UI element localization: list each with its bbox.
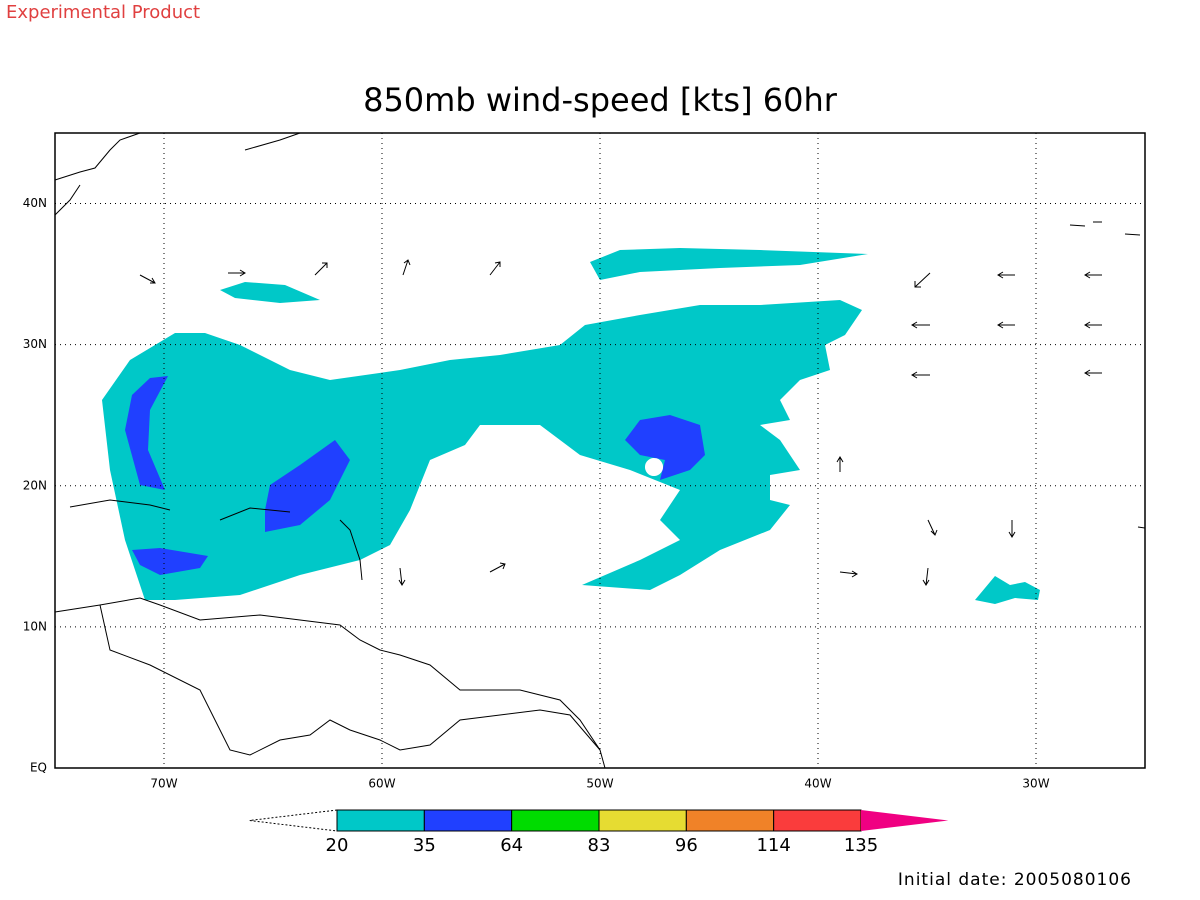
wind-arrow [1008, 520, 1016, 538]
wind-shade-cyan [220, 282, 320, 303]
wind-arrow [314, 262, 328, 276]
colorbar-label: 20 [326, 835, 349, 856]
wind-arrow [914, 272, 931, 288]
wind-shade-cyan [975, 576, 1040, 604]
wind-arrow [1084, 321, 1102, 329]
wind-arrow [1084, 271, 1102, 279]
wind-arrow [922, 567, 930, 586]
wind-shade-blue [265, 440, 350, 532]
wind-speed-shading [102, 248, 1040, 604]
wind-arrow [997, 321, 1015, 329]
wind-arrow [402, 259, 411, 276]
colorbar-label: 83 [588, 835, 611, 856]
x-tick-label: 30W [1022, 777, 1049, 791]
coastline [54, 597, 606, 769]
x-tick-label: 50W [586, 777, 613, 791]
wind-arrow [836, 456, 844, 472]
colorbar-box [773, 809, 862, 832]
coastline [69, 499, 363, 581]
title: 850mb wind-speed [kts] 60hr [363, 81, 838, 119]
colorbar-label: 96 [675, 835, 698, 856]
colorbar-box [336, 809, 425, 832]
wind-shade-cyan [590, 248, 868, 280]
wind-shade-blue [132, 548, 208, 575]
map-axes: 70W 60W 50W 40W 30W EQ 10N 20N 30N 40N [23, 132, 1146, 791]
wind-shade-blue [125, 376, 168, 490]
wind-arrow [489, 261, 501, 276]
map-frame [54, 132, 1146, 769]
colorbar-under [249, 809, 338, 832]
x-tick-label: 70W [150, 777, 177, 791]
calm-center [644, 457, 664, 477]
initial-date: Initial date: 2005080106 [898, 870, 1132, 890]
colorbar-over [861, 810, 949, 831]
colorbar-label: 35 [413, 835, 436, 856]
y-tick-label: 30N [23, 337, 47, 351]
colorbar-box [598, 809, 687, 832]
wind-arrow [398, 567, 406, 586]
wind-arrow [839, 570, 858, 578]
colorbar-label: 135 [844, 835, 878, 856]
colorbar-box [423, 809, 513, 832]
coastline [99, 604, 601, 756]
coastline [54, 132, 301, 216]
coastline [1069, 221, 1146, 529]
note: Experimental Product [6, 2, 200, 23]
y-tick-label: 10N [23, 619, 47, 633]
x-tick-label: 60W [368, 777, 395, 791]
x-tick-label: 40W [804, 777, 831, 791]
wind-arrow [1084, 369, 1102, 377]
y-tick-label: 20N [23, 478, 47, 492]
wind-arrow [489, 562, 506, 573]
colorbar-box [511, 809, 600, 832]
wind-arrow [228, 269, 246, 277]
colorbar-label: 64 [500, 835, 523, 856]
coastlines [54, 132, 1146, 769]
wind-arrow [997, 271, 1015, 279]
wind-vectors [139, 259, 1102, 586]
wind-arrow [911, 371, 930, 379]
y-tick-label: 40N [23, 196, 47, 210]
wind-arrow [911, 321, 930, 329]
colorbar: 20 35 64 83 96 114 135 [249, 809, 949, 856]
wind-shade-blue [625, 415, 705, 480]
wind-arrow [927, 519, 938, 536]
y-tick-label: EQ [30, 761, 47, 775]
colorbar-label: 114 [756, 835, 790, 856]
wind-arrow [139, 274, 156, 284]
colorbar-box [685, 809, 775, 832]
